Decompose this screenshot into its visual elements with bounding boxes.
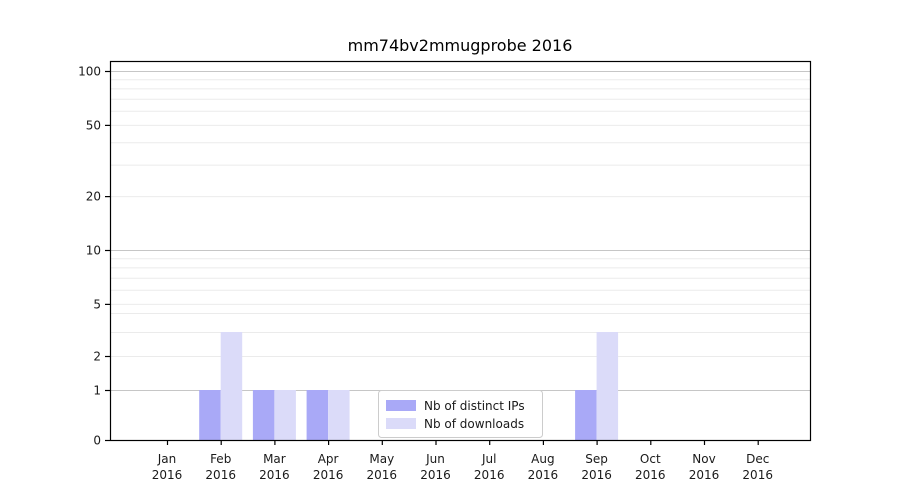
axes-spines — [109, 60, 812, 442]
y-tick-label: 100 — [78, 65, 101, 79]
bar-nb-of-downloads-apr — [328, 390, 350, 440]
x-tick-label-month: Feb — [210, 452, 231, 466]
y-tick-label: 20 — [86, 190, 101, 204]
x-tick-label-year: 2016 — [205, 468, 236, 482]
x-tick-label-month: Nov — [692, 452, 715, 466]
bar-nb-of-distinct-ips-sep — [575, 390, 597, 440]
x-tick-label-year: 2016 — [313, 468, 344, 482]
y-tick-label: 1 — [93, 384, 101, 398]
x-tick-label-year: 2016 — [367, 468, 398, 482]
x-tick-label-year: 2016 — [152, 468, 183, 482]
x-tick-label-month: Dec — [746, 452, 769, 466]
x-tick-label-year: 2016 — [581, 468, 612, 482]
legend-box — [378, 390, 543, 438]
legend-swatch-nb-of-downloads — [386, 418, 416, 429]
bar-nb-of-downloads-mar — [274, 390, 296, 440]
y-tick-label: 0 — [93, 434, 101, 448]
bar-nb-of-downloads-sep — [596, 332, 619, 440]
y-tick-label: 5 — [93, 297, 101, 311]
y-tick-label: 50 — [86, 118, 101, 132]
x-tick-label-month: Sep — [585, 452, 608, 466]
bar-nb-of-downloads-feb — [220, 332, 243, 440]
x-tick-label-year: 2016 — [742, 468, 773, 482]
legend-label-nb-of-distinct-ips: Nb of distinct IPs — [424, 399, 525, 413]
bar-nb-of-distinct-ips-apr — [306, 390, 329, 440]
x-tick-label-year: 2016 — [689, 468, 720, 482]
x-tick-label-year: 2016 — [528, 468, 559, 482]
x-tick-label-year: 2016 — [259, 468, 290, 482]
x-tick-label-month: Jul — [481, 452, 496, 466]
legend-swatch-nb-of-distinct-ips — [386, 400, 416, 411]
y-tick-label: 10 — [86, 244, 101, 258]
x-tick-label-month: Jun — [425, 452, 445, 466]
x-tick-label-month: Apr — [318, 452, 339, 466]
x-tick-label-month: Jan — [157, 452, 177, 466]
x-tick-label-year: 2016 — [635, 468, 666, 482]
x-tick-label-month: May — [369, 452, 394, 466]
bar-nb-of-distinct-ips-feb — [199, 390, 221, 440]
x-tick-label-month: Mar — [263, 452, 286, 466]
bar-nb-of-distinct-ips-mar — [252, 390, 275, 440]
x-tick-label-month: Aug — [531, 452, 554, 466]
x-tick-label-year: 2016 — [474, 468, 505, 482]
x-tick-label-year: 2016 — [420, 468, 451, 482]
x-tick-label-month: Oct — [640, 452, 661, 466]
chart-title: mm74bv2mmugprobe 2016 — [347, 36, 573, 55]
legend-label-nb-of-downloads: Nb of downloads — [424, 417, 524, 431]
y-tick-label: 2 — [93, 350, 101, 364]
